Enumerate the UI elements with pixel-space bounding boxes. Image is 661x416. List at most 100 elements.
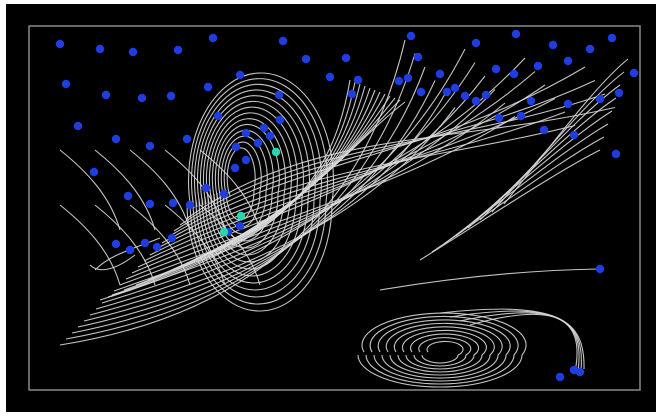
seed-point xyxy=(123,191,133,201)
streamline xyxy=(94,237,161,271)
seed-point xyxy=(145,199,155,209)
seed-point xyxy=(526,96,536,106)
streamline xyxy=(129,149,191,231)
streamline xyxy=(89,254,136,271)
streamline xyxy=(231,101,406,246)
streamline xyxy=(179,93,606,226)
seed-point xyxy=(182,134,192,144)
vortex-streamline xyxy=(222,141,262,228)
seed-point xyxy=(516,111,526,121)
seed-point xyxy=(442,87,452,97)
seed-point xyxy=(241,128,251,138)
streamline xyxy=(101,62,476,304)
streamline xyxy=(199,149,261,231)
seed-point xyxy=(271,147,281,157)
streamline xyxy=(143,84,546,262)
streamline xyxy=(59,204,121,286)
seed-point xyxy=(416,87,426,97)
seed-point xyxy=(61,79,71,89)
seed-point xyxy=(137,93,147,103)
seed-point xyxy=(325,72,335,82)
seed-point xyxy=(533,61,543,71)
seed-point xyxy=(353,75,363,85)
streamline xyxy=(164,149,226,231)
recirculation-streamline xyxy=(389,326,495,376)
seed-point xyxy=(563,99,573,109)
seed-point xyxy=(73,121,83,131)
seed-point xyxy=(595,264,605,274)
streamline xyxy=(503,58,629,205)
vortex-streamline xyxy=(207,112,292,263)
seed-point xyxy=(539,125,549,135)
seed-point xyxy=(406,31,416,41)
seed-point xyxy=(278,36,288,46)
seed-point xyxy=(563,56,573,66)
domain-frame xyxy=(28,25,641,391)
seed-point xyxy=(548,40,558,50)
seed-point xyxy=(111,239,121,249)
seed-point xyxy=(203,82,213,92)
seed-point xyxy=(555,372,565,382)
recirculation-streamline xyxy=(357,312,527,388)
streamline xyxy=(164,204,226,286)
vortex-streamline xyxy=(225,147,256,221)
seed-point xyxy=(219,189,229,199)
vortex-streamline xyxy=(210,118,286,256)
streamline xyxy=(129,204,191,286)
streamline xyxy=(95,48,466,310)
seed-point xyxy=(166,91,176,101)
seed-point xyxy=(614,88,624,98)
recirculation-streamline xyxy=(405,333,480,370)
seed-point xyxy=(575,367,585,377)
streamline xyxy=(455,110,613,237)
seed-point xyxy=(275,115,285,125)
recirculation-streamline xyxy=(421,340,464,364)
seed-point xyxy=(173,45,183,55)
seed-point xyxy=(253,138,263,148)
seed-point xyxy=(435,69,445,79)
seed-point xyxy=(219,227,229,237)
vortex-streamline xyxy=(204,106,298,270)
seed-point xyxy=(413,52,423,62)
seed-point xyxy=(89,167,99,177)
seed-point xyxy=(494,113,504,123)
seed-point xyxy=(145,141,155,151)
streamline xyxy=(119,102,506,286)
seed-point xyxy=(481,90,491,100)
streamline xyxy=(125,116,516,280)
seed-point xyxy=(236,211,246,221)
seed-point xyxy=(585,44,595,54)
vortex-streamline xyxy=(186,72,335,312)
streamline xyxy=(89,107,456,316)
streamlines xyxy=(59,39,629,388)
seed-point xyxy=(208,33,218,43)
streamline xyxy=(173,80,596,232)
seed-point xyxy=(341,53,351,63)
seed-point xyxy=(235,70,245,80)
seed-point xyxy=(125,245,135,255)
seed-point xyxy=(611,149,621,159)
recirculation-streamline xyxy=(439,308,585,370)
streamline xyxy=(137,71,536,268)
streamline xyxy=(77,80,436,328)
seed-point xyxy=(235,221,245,231)
seed-point xyxy=(471,38,481,48)
seed-point xyxy=(128,47,138,57)
seed-point xyxy=(569,130,579,140)
seed-point xyxy=(95,44,105,54)
seed-point xyxy=(450,83,460,93)
streamline xyxy=(94,149,156,231)
seed-point xyxy=(230,163,240,173)
seed-point xyxy=(265,131,275,141)
seed-point xyxy=(460,91,470,101)
seed-point xyxy=(185,200,195,210)
seed-point xyxy=(511,29,521,39)
seed-point xyxy=(629,68,639,78)
streamline xyxy=(199,204,261,286)
seed-point xyxy=(111,134,121,144)
seed-point xyxy=(471,96,481,106)
streamline xyxy=(379,268,599,291)
vortex-streamline xyxy=(192,83,323,298)
vortex-streamline xyxy=(189,78,329,305)
